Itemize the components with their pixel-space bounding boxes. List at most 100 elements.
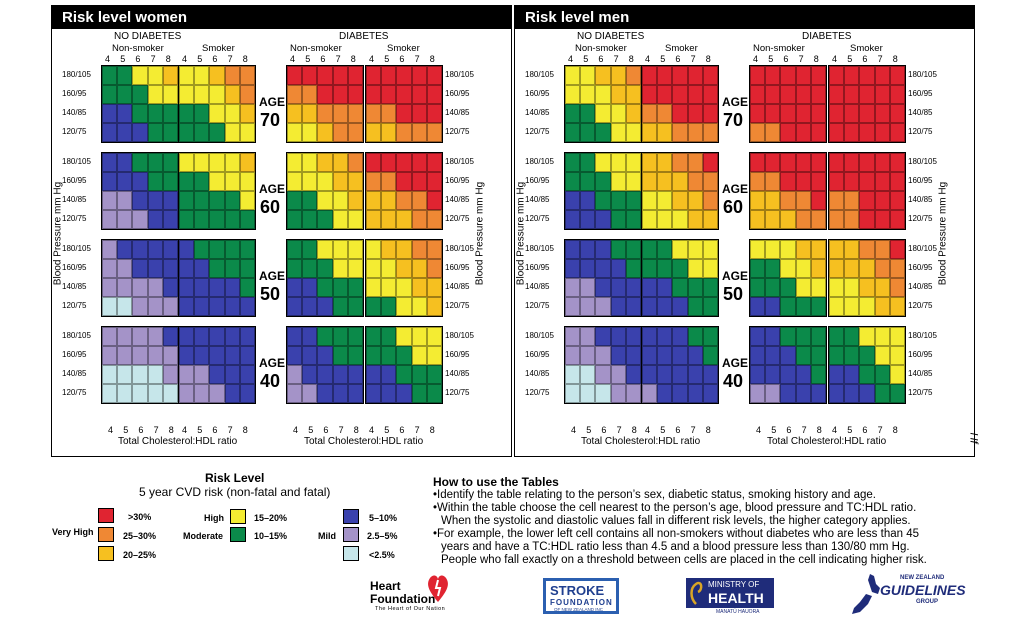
ratio-tick: 4 [290, 54, 296, 64]
ratio-tick: 7 [690, 54, 696, 64]
risk-cell [795, 365, 811, 384]
risk-cell [162, 346, 178, 365]
risk-cell [317, 210, 333, 229]
y-axis-label: Blood Pressure mm Hg [937, 181, 949, 286]
risk-cell [287, 153, 303, 172]
ratio-tick: 6 [862, 425, 868, 435]
risk-cell [317, 384, 333, 403]
risk-cell [642, 384, 658, 403]
risk-cell [874, 104, 890, 123]
risk-cell [366, 278, 382, 297]
risk-cell [844, 346, 860, 365]
risk-cell [162, 327, 178, 346]
risk-cell [889, 365, 905, 384]
risk-cell [426, 85, 442, 104]
ratio-tick: 8 [631, 425, 637, 435]
risk-cell [874, 346, 890, 365]
risk-cell [209, 297, 225, 316]
risk-cell [102, 346, 118, 365]
risk-cell [657, 297, 673, 316]
risk-cell [366, 172, 382, 191]
risk-cell [239, 365, 255, 384]
risk-cell [844, 365, 860, 384]
risk-cell [702, 259, 718, 278]
risk-grid [101, 326, 179, 404]
risk-cell [287, 172, 303, 191]
risk-cell [381, 104, 397, 123]
risk-cell [580, 85, 596, 104]
x-axis-label: Total Cholesterol:HDL ratio [581, 436, 701, 447]
risk-cell [859, 191, 875, 210]
risk-cell [810, 210, 826, 229]
risk-cell [795, 191, 811, 210]
risk-cell [844, 153, 860, 172]
risk-cell [874, 85, 890, 104]
risk-cell [317, 123, 333, 142]
women-risk-panel: Risk level women NO DIABETES DIABETES Non-… [51, 5, 512, 457]
ratio-tick: 7 [616, 425, 622, 435]
risk-cell [625, 85, 641, 104]
risk-cell [702, 297, 718, 316]
risk-cell [381, 123, 397, 142]
risk-cell [657, 191, 673, 210]
risk-cell [765, 85, 781, 104]
risk-cell [347, 240, 363, 259]
risk-cell [765, 153, 781, 172]
risk-cell [672, 153, 688, 172]
risk-cell [844, 384, 860, 403]
bp-tick: 120/75 [62, 127, 87, 136]
risk-grid [749, 65, 827, 143]
heart-logo-text: Foundation [370, 592, 436, 606]
risk-cell [889, 153, 905, 172]
risk-cell [595, 327, 611, 346]
risk-cell [224, 191, 240, 210]
risk-cell [780, 278, 796, 297]
risk-cell [396, 191, 412, 210]
risk-cell [580, 153, 596, 172]
risk-cell [687, 327, 703, 346]
bp-tick: 160/95 [62, 89, 87, 98]
risk-cell [580, 172, 596, 191]
risk-cell [426, 210, 442, 229]
risk-cell [795, 153, 811, 172]
bp-tick: 120/75 [525, 301, 550, 310]
risk-cell [194, 327, 210, 346]
risk-cell [702, 153, 718, 172]
risk-cell [889, 278, 905, 297]
risk-cell [750, 123, 766, 142]
panel-title: Risk level women [52, 6, 511, 29]
risk-cell [595, 384, 611, 403]
ratio-tick: 8 [892, 425, 898, 435]
risk-cell [580, 365, 596, 384]
risk-cell [829, 104, 845, 123]
ratio-tick: 8 [816, 425, 822, 435]
bp-tick: 180/105 [445, 331, 474, 340]
risk-cell [239, 123, 255, 142]
risk-cell [889, 104, 905, 123]
risk-cell [859, 104, 875, 123]
ratio-tick: 7 [798, 54, 804, 64]
ratio-tick: 8 [628, 54, 634, 64]
risk-cell [302, 172, 318, 191]
risk-cell [179, 104, 195, 123]
risk-cell [889, 210, 905, 229]
risk-cell [162, 153, 178, 172]
risk-cell [702, 384, 718, 403]
ratio-tick: 6 [135, 54, 141, 64]
risk-cell [179, 297, 195, 316]
ratio-tick: 5 [847, 54, 853, 64]
risk-cell [102, 104, 118, 123]
risk-cell [595, 365, 611, 384]
ratio-tick: 6 [786, 425, 792, 435]
risk-cell [117, 66, 133, 85]
bp-tick: 120/75 [445, 127, 470, 136]
risk-cell [194, 297, 210, 316]
risk-cell [580, 297, 596, 316]
y-axis-label: Blood Pressure mm Hg [474, 181, 486, 286]
risk-cell [102, 297, 118, 316]
ratio-tick: 8 [168, 425, 174, 435]
x-axis-label: Total Cholesterol:HDL ratio [304, 436, 424, 447]
risk-cell [347, 104, 363, 123]
risk-cell [381, 297, 397, 316]
risk-cell [672, 85, 688, 104]
